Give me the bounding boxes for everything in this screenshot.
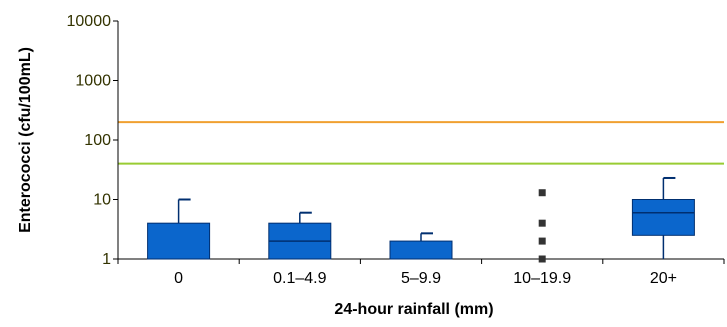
data-point [538, 189, 546, 197]
x-axis-title: 24-hour rainfall (mm) [334, 301, 493, 318]
box-body [147, 222, 211, 260]
box-body [389, 240, 453, 260]
x-tick-label: 20+ [650, 270, 677, 287]
y-tick-label: 10000 [67, 13, 112, 30]
y-axis-title: Enterococci (cfu/100mL) [17, 47, 34, 233]
data-point [538, 219, 546, 227]
x-tick-label: 5–9.9 [401, 270, 441, 287]
y-tick-label: 100 [84, 132, 111, 149]
plot-area: 1 10 100 1000 10000 0 0.1–4.9 5–9.9 10–19.9 20+ [67, 13, 725, 287]
box-body [631, 199, 695, 236]
x-tick-label: 10–19.9 [513, 270, 571, 287]
y-tick-label: 10 [93, 192, 111, 209]
x-tick-label: 0.1–4.9 [273, 270, 326, 287]
data-point [538, 255, 546, 263]
x-tick-label: 0 [174, 270, 183, 287]
data-point [538, 237, 546, 245]
y-tick-label: 1000 [75, 73, 111, 90]
y-tick-label: 1 [102, 251, 111, 268]
